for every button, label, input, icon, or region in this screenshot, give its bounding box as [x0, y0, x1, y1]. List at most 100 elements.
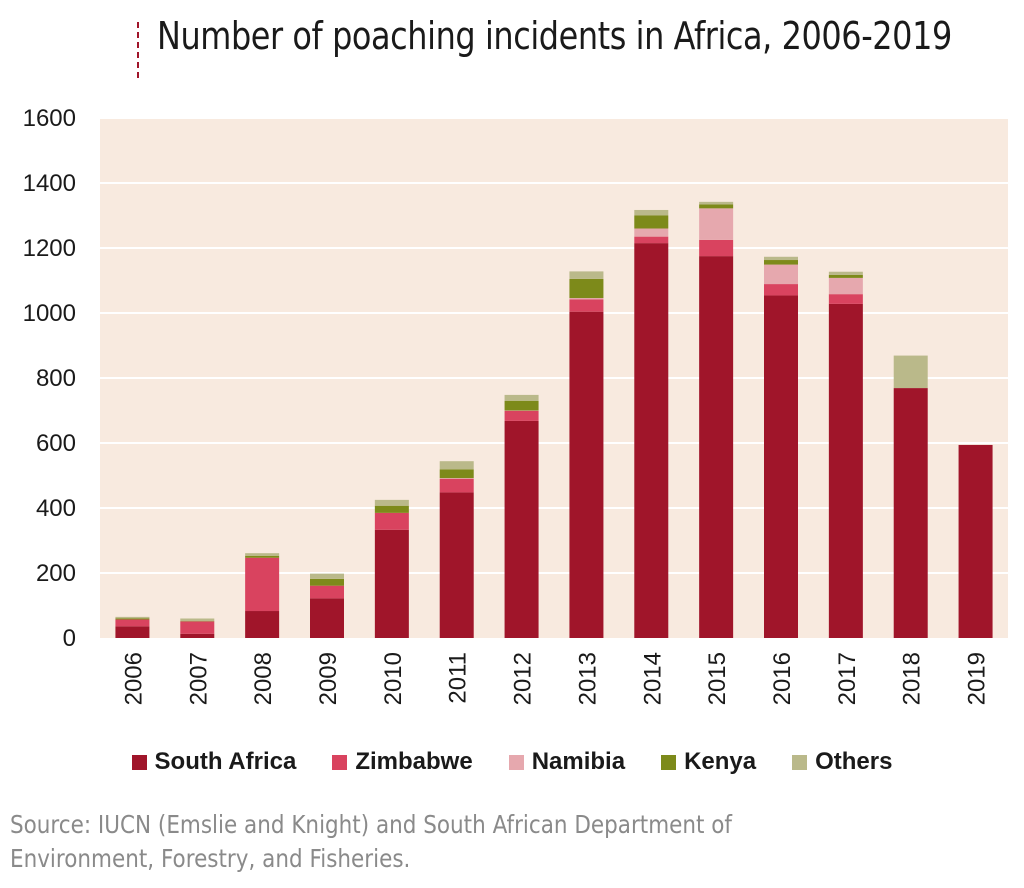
bar-zimbabwe-2008 — [245, 557, 280, 612]
x-tick-label: 2009 — [315, 652, 342, 705]
legend-label: Namibia — [531, 748, 626, 775]
bar-kenya-2015 — [699, 204, 734, 209]
x-tick-label: 2013 — [574, 652, 601, 705]
chart-title: Number of poaching incidents in Africa, … — [157, 14, 952, 58]
bar-namibia-2014 — [634, 228, 669, 237]
bar-kenya-2011 — [439, 469, 474, 479]
bar-kenya-2016 — [764, 260, 798, 265]
legend: South Africa Zimbabwe Namibia Kenya Others — [0, 742, 1024, 782]
bar-zimbabwe-2014 — [634, 236, 669, 244]
y-tick-label: 800 — [36, 365, 76, 392]
bar-zimbabwe-2016 — [764, 284, 798, 296]
legend-item-zimbabwe: Zimbabwe — [332, 748, 473, 776]
bar-zimbabwe-2012 — [504, 410, 539, 421]
bar-others-2014 — [634, 209, 669, 216]
bar-south-africa-2011 — [439, 492, 474, 638]
bar-south-africa-2008 — [245, 611, 280, 638]
bar-others-2018 — [893, 355, 928, 389]
bar-kenya-2010 — [374, 505, 409, 513]
source-note: Source: IUCN (Emslie and Knight) and Sou… — [10, 810, 733, 873]
bar-others-2010 — [374, 499, 409, 506]
bar-south-africa-2013 — [569, 311, 604, 638]
legend-swatch — [661, 754, 677, 770]
x-tick-label: 2006 — [120, 652, 147, 705]
bar-others-2009 — [310, 573, 344, 579]
bar-zimbabwe-2015 — [699, 239, 734, 257]
legend-swatch — [508, 754, 524, 770]
bar-kenya-2017 — [828, 274, 863, 278]
bar-others-2011 — [439, 461, 474, 470]
bar-south-africa-2016 — [764, 295, 798, 638]
bar-others-2013 — [569, 271, 604, 279]
bar-kenya-2008 — [245, 555, 280, 558]
bar-namibia-2015 — [699, 208, 734, 240]
bar-zimbabwe-2017 — [828, 294, 863, 304]
x-axis: 2006 2007 2008 2009 2010 2011 2012 2013 2014 2015… — [120, 652, 990, 705]
legend-item-kenya: Kenya — [661, 748, 756, 776]
bar-south-africa-2009 — [310, 598, 344, 638]
x-tick-label: 2007 — [185, 652, 212, 705]
bar-south-africa-2012 — [504, 420, 539, 638]
bar-namibia-2011 — [439, 478, 474, 479]
legend-swatch — [131, 754, 147, 770]
bar-others-2012 — [504, 394, 539, 401]
y-tick-label: 400 — [36, 495, 76, 522]
bar-kenya-2009 — [310, 578, 344, 586]
bar-south-africa-2019 — [958, 444, 993, 638]
bar-south-africa-2006 — [115, 626, 150, 638]
bar-south-africa-2007 — [180, 633, 215, 638]
y-tick-label: 1200 — [23, 235, 76, 262]
legend-swatch — [332, 754, 348, 770]
bar-namibia-2017 — [828, 277, 863, 295]
x-tick-label: 2010 — [380, 652, 407, 705]
bar-kenya-2014 — [634, 215, 669, 229]
bar-zimbabwe-2007 — [180, 621, 215, 634]
x-tick-label: 2011 — [445, 652, 472, 704]
legend-label: Zimbabwe — [355, 748, 473, 775]
x-tick-label: 2012 — [510, 652, 537, 705]
x-tick-label: 2014 — [639, 652, 666, 705]
bar-south-africa-2014 — [634, 243, 669, 638]
bar-zimbabwe-2006 — [115, 619, 150, 627]
bars-layer — [115, 201, 993, 638]
y-axis: 0 200 400 600 800 1000 1200 1400 1600 — [23, 105, 76, 652]
bar-namibia-2013 — [569, 298, 604, 300]
legend-label: Kenya — [684, 748, 757, 775]
bar-others-2017 — [828, 271, 863, 275]
x-tick-label: 2019 — [964, 652, 991, 705]
legend-item-south-africa: South Africa — [131, 748, 297, 776]
y-tick-label: 200 — [36, 560, 76, 587]
bar-zimbabwe-2009 — [310, 585, 344, 599]
x-tick-label: 2018 — [899, 652, 926, 705]
bar-south-africa-2010 — [374, 529, 409, 638]
legend-item-others: Others — [792, 748, 892, 776]
bar-south-africa-2017 — [828, 303, 863, 638]
bar-zimbabwe-2011 — [439, 478, 474, 493]
legend-swatch — [792, 754, 808, 770]
bar-others-2006 — [115, 616, 150, 619]
title-marker — [137, 22, 139, 78]
x-tick-label: 2017 — [834, 652, 861, 705]
y-tick-label: 1400 — [23, 170, 76, 197]
bar-zimbabwe-2010 — [374, 512, 409, 530]
bar-zimbabwe-2013 — [569, 299, 604, 312]
y-tick-label: 1600 — [23, 105, 76, 132]
bar-namibia-2016 — [764, 264, 798, 285]
y-tick-label: 1000 — [23, 300, 76, 327]
y-tick-label: 0 — [63, 625, 76, 652]
bar-others-2016 — [764, 256, 798, 261]
legend-label: South Africa — [154, 748, 297, 775]
bar-kenya-2012 — [504, 400, 539, 411]
bar-others-2008 — [245, 553, 280, 556]
x-tick-label: 2015 — [704, 652, 731, 705]
y-tick-label: 600 — [36, 430, 76, 457]
bar-kenya-2006 — [115, 618, 150, 620]
bar-kenya-2013 — [569, 278, 604, 299]
bar-others-2015 — [699, 201, 734, 205]
legend-label: Others — [815, 748, 893, 775]
bar-south-africa-2018 — [893, 388, 928, 638]
x-tick-label: 2008 — [250, 652, 277, 705]
x-tick-label: 2016 — [769, 652, 796, 705]
bar-south-africa-2015 — [699, 256, 734, 638]
